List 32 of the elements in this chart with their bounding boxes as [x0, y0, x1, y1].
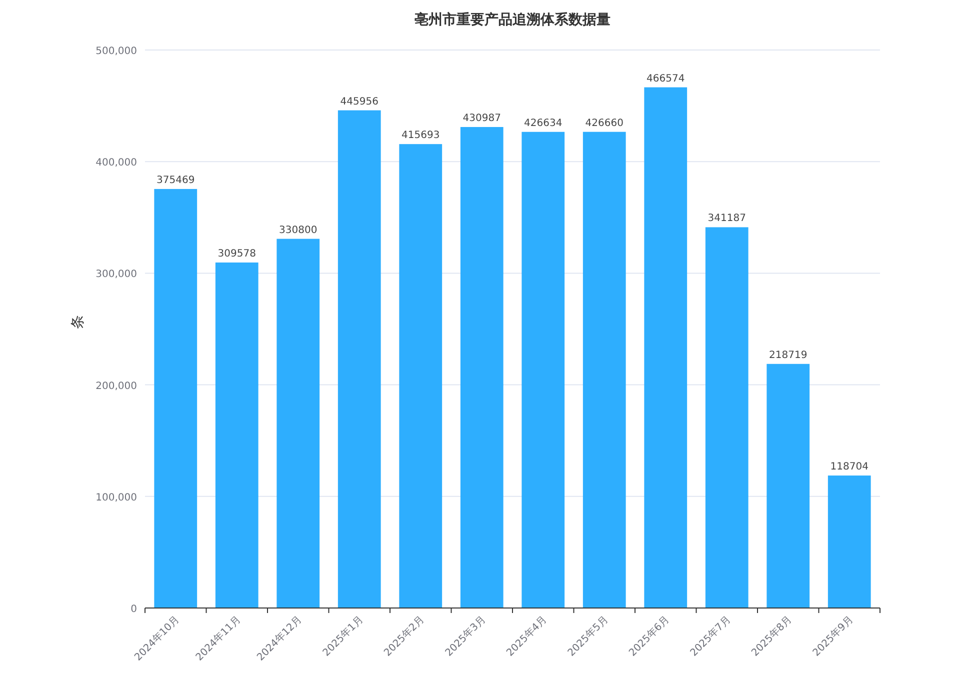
y-tick-label: 200,000 — [96, 380, 137, 392]
y-tick-label: 300,000 — [96, 269, 137, 280]
y-tick-label: 0 — [130, 604, 137, 615]
data-label: 118704 — [830, 462, 868, 473]
data-label: 426660 — [585, 118, 624, 129]
bar — [276, 238, 320, 608]
data-label: 430987 — [462, 113, 501, 124]
data-label: 218719 — [769, 350, 808, 361]
data-label: 445956 — [340, 96, 378, 108]
bar — [766, 364, 810, 608]
bar — [154, 188, 198, 608]
bar — [399, 144, 442, 608]
bar — [582, 132, 626, 608]
data-label: 426634 — [524, 118, 562, 129]
data-label: 330800 — [279, 224, 318, 236]
y-axis-title: 条 — [70, 315, 86, 329]
bar — [338, 110, 381, 608]
y-tick-label: 100,000 — [96, 492, 137, 504]
bar — [215, 262, 258, 608]
data-label: 415693 — [402, 130, 440, 142]
data-label: 466574 — [646, 73, 685, 84]
data-label: 375469 — [156, 174, 195, 186]
data-label: 309578 — [218, 248, 256, 260]
bar — [705, 227, 748, 608]
bar — [522, 132, 565, 608]
y-tick-label: 400,000 — [96, 158, 137, 169]
chart-title: 亳州市重要产品追溯体系数据量 — [414, 11, 610, 28]
bar — [828, 476, 871, 608]
bar — [644, 87, 688, 608]
y-tick-label: 500,000 — [96, 46, 137, 57]
bar — [460, 127, 504, 608]
data-label: 341187 — [708, 213, 746, 224]
